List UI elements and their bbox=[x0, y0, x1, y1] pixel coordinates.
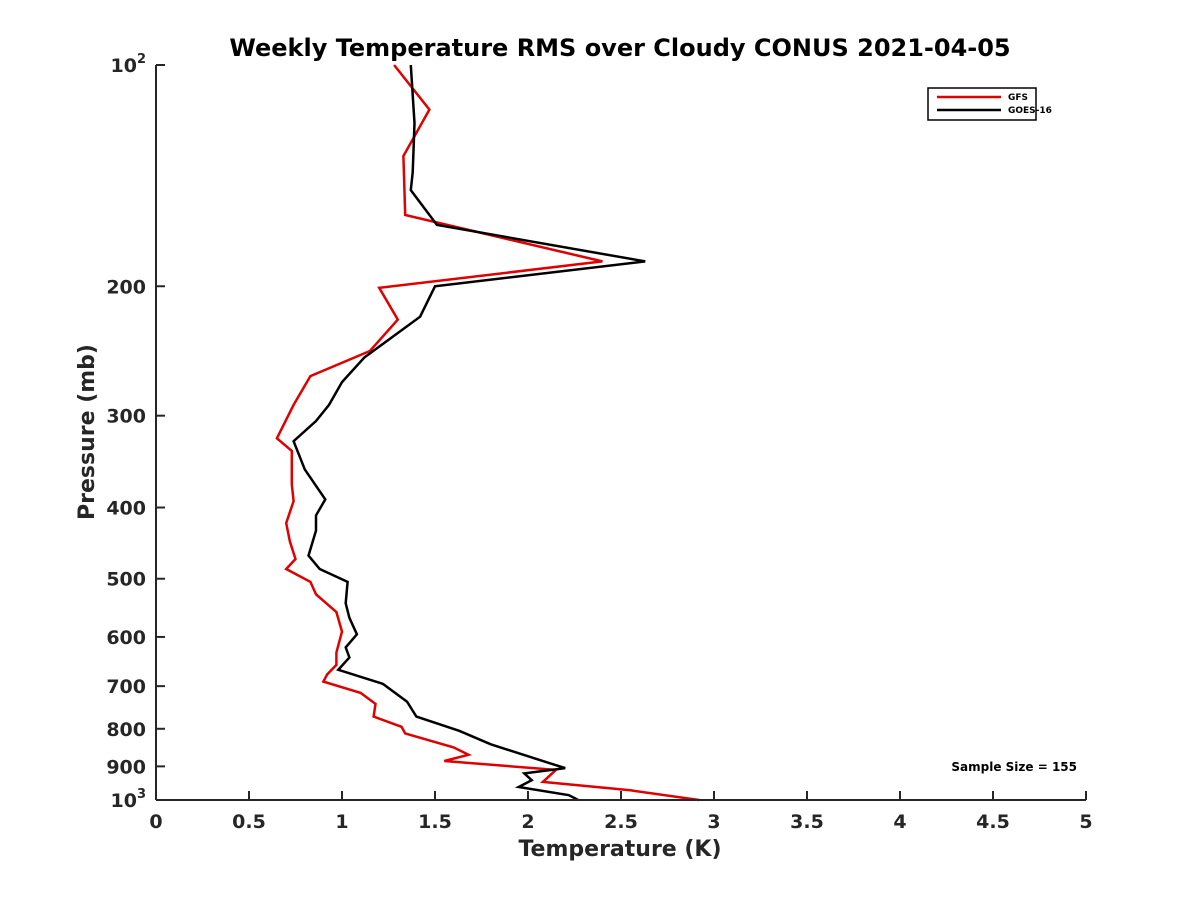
legend-label-gfs: GFS bbox=[1008, 93, 1028, 103]
x-tick-label: 1 bbox=[335, 811, 348, 833]
y-axis-ticks: 102 200 300 400 500 600 700 800 900 103 bbox=[106, 52, 165, 812]
series-lines bbox=[275, 64, 700, 802]
x-tick-label: 4 bbox=[893, 811, 906, 833]
axes bbox=[155, 65, 1086, 801]
y-tick-label: 300 bbox=[106, 406, 146, 428]
y-tick-label: 800 bbox=[106, 719, 146, 741]
x-tick-label: 0 bbox=[149, 811, 162, 833]
y-tick-label: 200 bbox=[106, 276, 146, 298]
y-tick-label: 600 bbox=[106, 627, 146, 649]
chart-title: Weekly Temperature RMS over Cloudy CONUS… bbox=[229, 34, 1010, 62]
x-axis-label: Temperature (K) bbox=[518, 837, 721, 862]
series-line-gfs bbox=[275, 64, 700, 802]
y-tick-label: 400 bbox=[106, 498, 146, 520]
x-tick-label: 4.5 bbox=[976, 811, 1010, 833]
y-tick-label: 500 bbox=[106, 569, 146, 591]
y-tick-label: 103 bbox=[111, 787, 147, 812]
x-tick-label: 5 bbox=[1079, 811, 1092, 833]
y-tick-label: 700 bbox=[106, 676, 146, 698]
x-tick-label: 1.5 bbox=[418, 811, 452, 833]
legend-label-goes16: GOES-16 bbox=[1008, 106, 1052, 116]
x-tick-label: 0.5 bbox=[232, 811, 266, 833]
x-tick-label: 3.5 bbox=[790, 811, 824, 833]
x-axis-ticks: 0 0.5 1 1.5 2 2.5 3 3.5 4 4.5 5 bbox=[149, 791, 1093, 833]
y-axis-label: Pressure (mb) bbox=[75, 344, 100, 520]
legend-box bbox=[927, 87, 1037, 121]
x-tick-label: 2 bbox=[521, 811, 534, 833]
sample-size-annotation: Sample Size = 155 bbox=[951, 760, 1077, 774]
x-tick-label: 2.5 bbox=[604, 811, 638, 833]
x-tick-label: 3 bbox=[707, 811, 720, 833]
series-line-goes-16 bbox=[292, 64, 646, 802]
y-tick-label: 102 bbox=[111, 52, 147, 77]
legend: GFS GOES-16 bbox=[927, 87, 1052, 121]
y-tick-label: 900 bbox=[106, 756, 146, 778]
